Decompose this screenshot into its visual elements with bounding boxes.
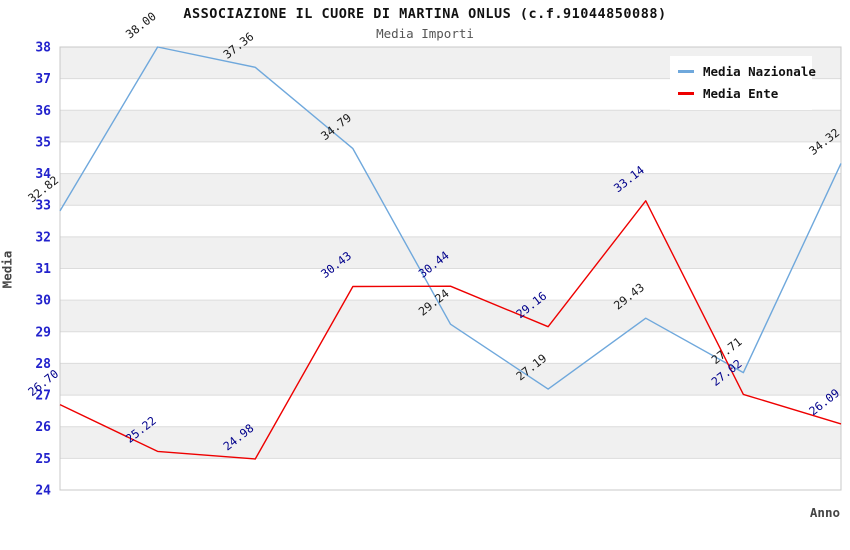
- plot-band: [60, 395, 841, 427]
- y-tick-label: 34: [35, 167, 51, 182]
- plot-band: [60, 363, 841, 396]
- y-axis-title: Media: [0, 250, 15, 289]
- y-tick-label: 25: [35, 452, 51, 467]
- plot-band: [60, 300, 841, 332]
- plot-border: [59, 46, 842, 491]
- y-tick-label: 28: [35, 357, 51, 372]
- y-tick-label: 37: [35, 72, 51, 87]
- y-tick-label: 38: [35, 41, 51, 56]
- series-line-media-ente: [59, 200, 842, 460]
- legend-label: Media Nazionale: [703, 63, 816, 79]
- y-tick-label: 32: [35, 230, 51, 245]
- y-tick-label: 31: [35, 262, 51, 277]
- y-tick-label: 26: [35, 420, 51, 435]
- y-tick-label: 29: [35, 325, 51, 340]
- chart-subtitle: Media Importi: [376, 26, 474, 41]
- plot-band: [60, 236, 841, 269]
- line-swatch-media-ente-icon: [678, 91, 694, 95]
- y-tick-label: 35: [35, 135, 51, 150]
- legend-label: Media Ente: [703, 85, 779, 101]
- x-axis-title: Anno: [809, 505, 840, 520]
- plot-band: [60, 173, 841, 206]
- legend-item-media-ente: Media Ente: [670, 82, 812, 104]
- plot-band: [60, 426, 841, 459]
- plot-band: [60, 268, 841, 301]
- plot-band: [60, 331, 841, 364]
- plot-band: [60, 205, 841, 237]
- plot-band: [60, 110, 841, 142]
- chart-title: ASSOCIAZIONE IL CUORE DI MARTINA ONLUS (…: [183, 6, 667, 22]
- y-tick-label: 30: [35, 294, 51, 309]
- y-tick-label: 33: [35, 199, 51, 214]
- y-tick-label: 36: [35, 104, 51, 119]
- series-line-media-nazionale: [59, 46, 842, 390]
- legend: Media Nazionale Media Ente: [670, 56, 816, 110]
- line-swatch-media-nazionale-icon: [678, 69, 694, 73]
- plot-band: [60, 141, 841, 174]
- plot-band: [60, 458, 841, 490]
- y-tick-label: 27: [35, 389, 51, 404]
- legend-item-media-nazionale: Media Nazionale: [670, 60, 816, 82]
- y-tick-label: 24: [35, 484, 51, 499]
